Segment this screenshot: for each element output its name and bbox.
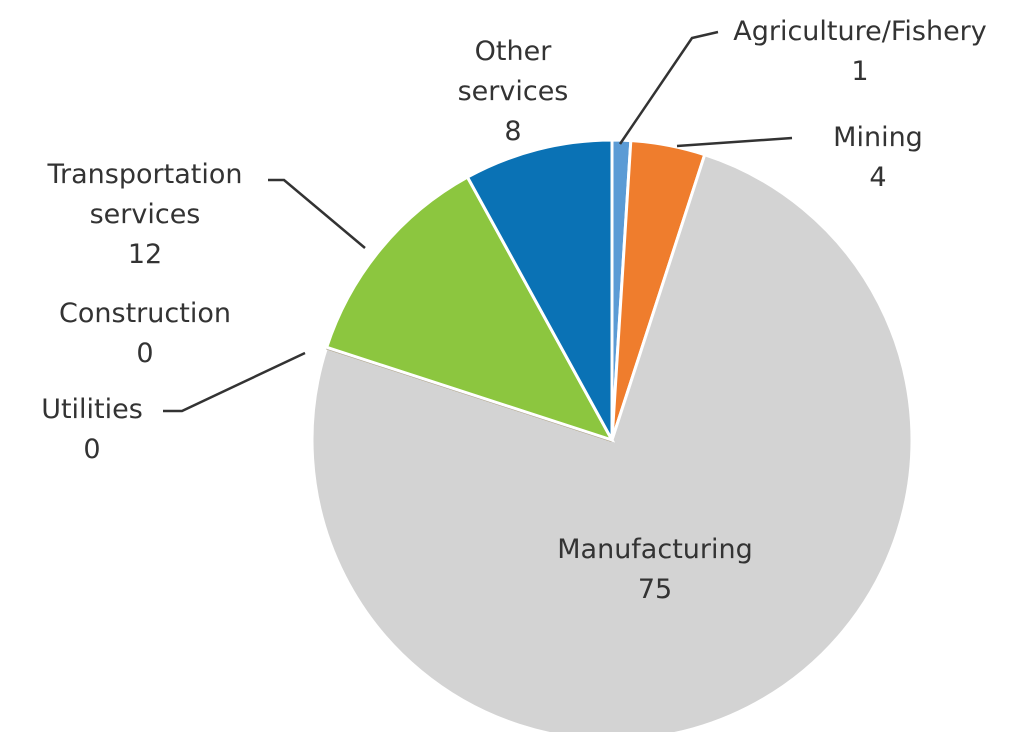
slice-label: Transportation services 12	[15, 155, 275, 275]
leader-line	[618, 30, 719, 145]
pie-slice	[310, 152, 914, 732]
value-label: 0	[136, 338, 154, 369]
slice-label: Mining 4	[778, 118, 978, 198]
leader-line	[676, 136, 793, 148]
category-label: Construction	[59, 298, 231, 329]
leader-line	[163, 351, 306, 413]
leader-line	[268, 178, 366, 249]
category-label: Agriculture/Fishery	[733, 16, 987, 47]
category-label: Transportation services	[47, 159, 243, 230]
slice-label: Construction 0	[30, 294, 260, 374]
slice-label: Utilities 0	[12, 390, 172, 470]
category-label: Mining	[833, 122, 923, 153]
value-label: 1	[851, 56, 869, 87]
value-label: 8	[504, 116, 522, 147]
category-label: Manufacturing	[557, 534, 753, 565]
pie-slice	[465, 138, 614, 441]
pie-slice	[324, 175, 616, 443]
value-label: 12	[127, 239, 163, 270]
value-label: 0	[83, 434, 101, 465]
slice-label: Other services 8	[443, 32, 583, 152]
category-label: Utilities	[41, 394, 143, 425]
slice-label: Manufacturing 75	[505, 530, 805, 610]
category-label: Other services	[457, 36, 569, 107]
pie	[310, 138, 914, 732]
value-label: 4	[869, 162, 887, 193]
slice-label: Agriculture/Fishery 1	[700, 12, 1020, 92]
value-label: 75	[637, 574, 673, 605]
